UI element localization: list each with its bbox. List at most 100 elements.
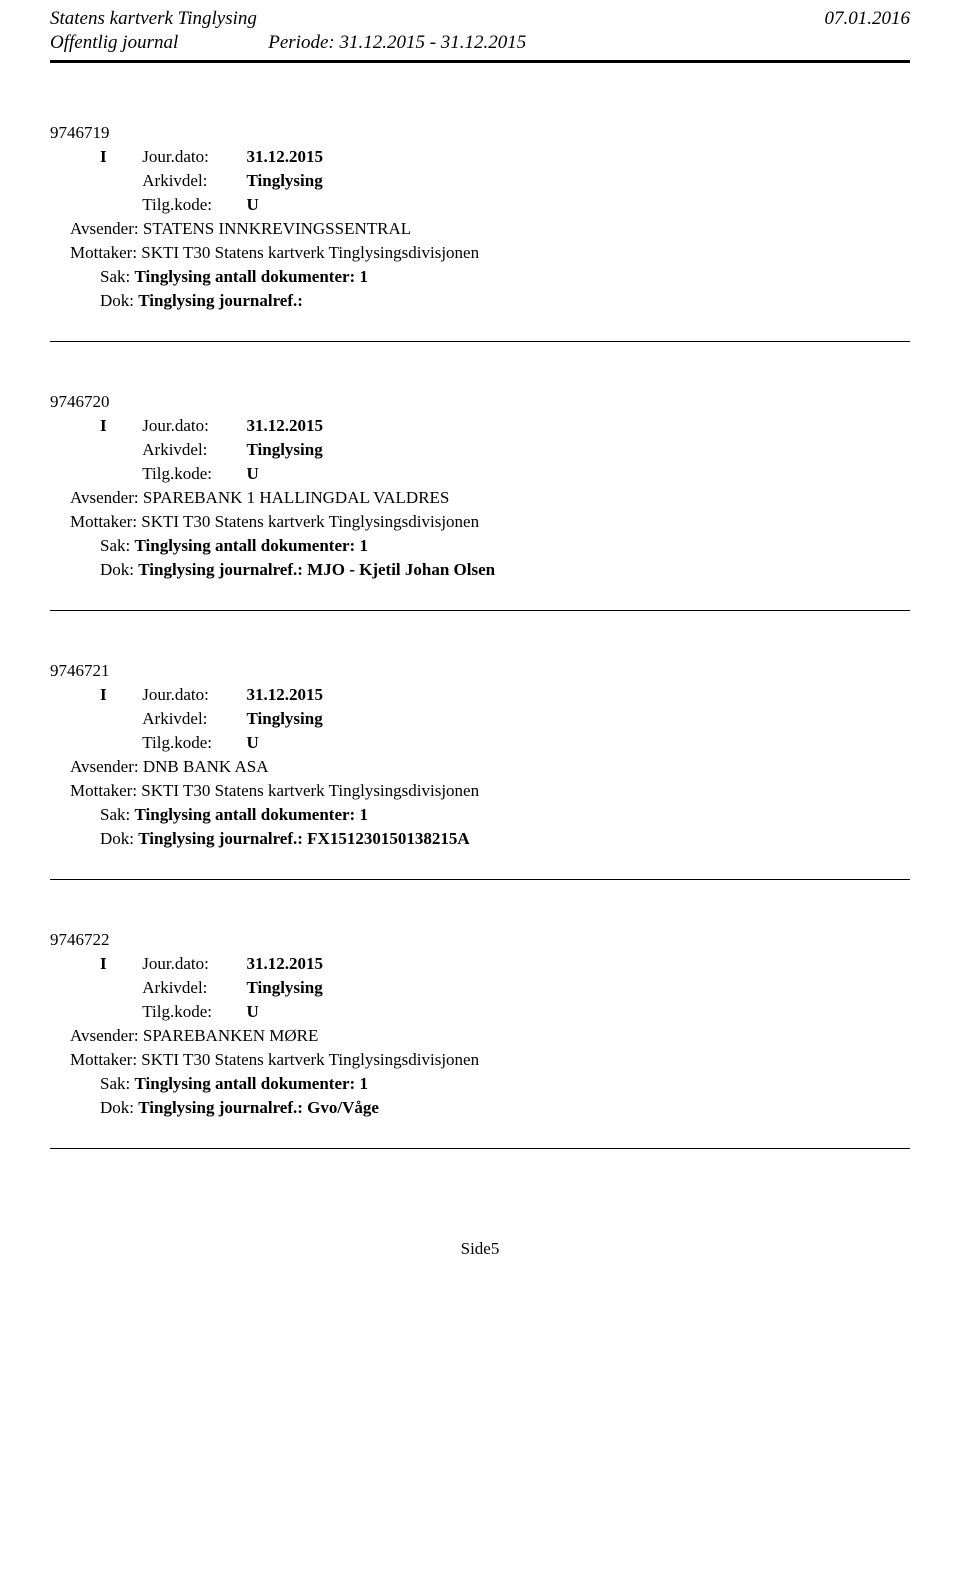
tilgkode-label: Tilg.kode: [142, 1002, 242, 1022]
entry-avsender-line: Avsender: SPAREBANKEN MØRE [50, 1026, 910, 1046]
mottaker-value: SKTI T30 Statens kartverk Tinglysingsdiv… [141, 243, 479, 262]
jour-dato-value: 31.12.2015 [247, 954, 324, 974]
arkivdel-label: Arkivdel: [142, 978, 242, 998]
arkivdel-value: Tinglysing [247, 171, 323, 191]
tilgkode-value: U [247, 733, 259, 753]
sak-label: Sak: [100, 267, 130, 286]
entry-dok-line: Dok: Tinglysing journalref.: [50, 291, 910, 311]
entry-id: 9746721 [50, 661, 910, 681]
mottaker-label: Mottaker: [70, 243, 137, 262]
jour-dato-value: 31.12.2015 [247, 685, 324, 705]
sak-label: Sak: [100, 1074, 130, 1093]
entry-sak-line: Sak: Tinglysing antall dokumenter: 1 [50, 1074, 910, 1094]
sak-label: Sak: [100, 805, 130, 824]
header-period: Periode: 31.12.2015 - 31.12.2015 [268, 32, 526, 54]
avsender-value: SPAREBANKEN MØRE [143, 1026, 319, 1045]
entry-sak-line: Sak: Tinglysing antall dokumenter: 1 [50, 805, 910, 825]
tilgkode-value: U [247, 1002, 259, 1022]
entry-tilgkode-line: Tilg.kode: U [50, 195, 910, 215]
jour-dato-value: 31.12.2015 [247, 147, 324, 167]
entry-type: I [100, 416, 138, 436]
entry-sak-line: Sak: Tinglysing antall dokumenter: 1 [50, 536, 910, 556]
dok-value: Tinglysing journalref.: Gvo/Våge [138, 1098, 379, 1117]
entry-mottaker-line: Mottaker: SKTI T30 Statens kartverk Ting… [50, 1050, 910, 1070]
dok-value: Tinglysing journalref.: FX15123015013821… [138, 829, 469, 848]
sak-value: Tinglysing antall dokumenter: 1 [134, 536, 367, 555]
jour-dato-label: Jour.dato: [142, 685, 242, 705]
avsender-label: Avsender: [70, 488, 139, 507]
header-bottom-row: Offentlig journal Periode: 31.12.2015 - … [50, 32, 910, 54]
mottaker-value: SKTI T30 Statens kartverk Tinglysingsdiv… [141, 781, 479, 800]
sak-value: Tinglysing antall dokumenter: 1 [134, 805, 367, 824]
arkivdel-label: Arkivdel: [142, 171, 242, 191]
entry-tilgkode-line: Tilg.kode: U [50, 464, 910, 484]
tilgkode-label: Tilg.kode: [142, 733, 242, 753]
jour-dato-label: Jour.dato: [142, 954, 242, 974]
journal-entry: 9746720 I Jour.dato: 31.12.2015 Arkivdel… [50, 392, 910, 611]
avsender-label: Avsender: [70, 757, 139, 776]
entry-arkivdel-line: Arkivdel: Tinglysing [50, 440, 910, 460]
avsender-value: SPAREBANK 1 HALLINGDAL VALDRES [143, 488, 450, 507]
header-top-row: Statens kartverk Tinglysing 07.01.2016 [50, 8, 910, 30]
entry-type: I [100, 954, 138, 974]
journal-entry: 9746721 I Jour.dato: 31.12.2015 Arkivdel… [50, 661, 910, 880]
entry-avsender-line: Avsender: DNB BANK ASA [50, 757, 910, 777]
arkivdel-value: Tinglysing [247, 440, 323, 460]
entry-id: 9746719 [50, 123, 910, 143]
tilgkode-label: Tilg.kode: [142, 464, 242, 484]
dok-value: Tinglysing journalref.: MJO - Kjetil Joh… [138, 560, 495, 579]
header-title: Statens kartverk Tinglysing [50, 8, 257, 30]
page-number: Side5 [461, 1239, 500, 1258]
entry-jour-dato-line: I Jour.dato: 31.12.2015 [50, 685, 910, 705]
jour-dato-value: 31.12.2015 [247, 416, 324, 436]
entry-id: 9746722 [50, 930, 910, 950]
dok-label: Dok: [100, 1098, 134, 1117]
dok-value: Tinglysing journalref.: [138, 291, 303, 310]
entry-arkivdel-line: Arkivdel: Tinglysing [50, 171, 910, 191]
entry-mottaker-line: Mottaker: SKTI T30 Statens kartverk Ting… [50, 781, 910, 801]
mottaker-value: SKTI T30 Statens kartverk Tinglysingsdiv… [141, 512, 479, 531]
entry-jour-dato-line: I Jour.dato: 31.12.2015 [50, 147, 910, 167]
mottaker-label: Mottaker: [70, 781, 137, 800]
dok-label: Dok: [100, 829, 134, 848]
avsender-label: Avsender: [70, 1026, 139, 1045]
tilgkode-label: Tilg.kode: [142, 195, 242, 215]
entry-avsender-line: Avsender: SPAREBANK 1 HALLINGDAL VALDRES [50, 488, 910, 508]
entries-list: 9746719 I Jour.dato: 31.12.2015 Arkivdel… [0, 63, 960, 1149]
entry-sak-line: Sak: Tinglysing antall dokumenter: 1 [50, 267, 910, 287]
arkivdel-value: Tinglysing [247, 709, 323, 729]
avsender-value: STATENS INNKREVINGSSENTRAL [143, 219, 411, 238]
entry-id: 9746720 [50, 392, 910, 412]
entry-arkivdel-line: Arkivdel: Tinglysing [50, 978, 910, 998]
entry-dok-line: Dok: Tinglysing journalref.: Gvo/Våge [50, 1098, 910, 1118]
entry-divider [50, 610, 910, 611]
entry-mottaker-line: Mottaker: SKTI T30 Statens kartverk Ting… [50, 243, 910, 263]
journal-entry: 9746722 I Jour.dato: 31.12.2015 Arkivdel… [50, 930, 910, 1149]
tilgkode-value: U [247, 195, 259, 215]
header-subtitle: Offentlig journal [50, 32, 178, 54]
entry-divider [50, 1148, 910, 1149]
entry-dok-line: Dok: Tinglysing journalref.: FX151230150… [50, 829, 910, 849]
entry-jour-dato-line: I Jour.dato: 31.12.2015 [50, 954, 910, 974]
page-footer: Side5 [0, 1199, 960, 1279]
arkivdel-label: Arkivdel: [142, 709, 242, 729]
entry-divider [50, 879, 910, 880]
jour-dato-label: Jour.dato: [142, 416, 242, 436]
entry-dok-line: Dok: Tinglysing journalref.: MJO - Kjeti… [50, 560, 910, 580]
page-header: Statens kartverk Tinglysing 07.01.2016 O… [0, 0, 960, 54]
avsender-label: Avsender: [70, 219, 139, 238]
entry-jour-dato-line: I Jour.dato: 31.12.2015 [50, 416, 910, 436]
dok-label: Dok: [100, 560, 134, 579]
dok-label: Dok: [100, 291, 134, 310]
jour-dato-label: Jour.dato: [142, 147, 242, 167]
sak-value: Tinglysing antall dokumenter: 1 [134, 267, 367, 286]
mottaker-value: SKTI T30 Statens kartverk Tinglysingsdiv… [141, 1050, 479, 1069]
tilgkode-value: U [247, 464, 259, 484]
entry-mottaker-line: Mottaker: SKTI T30 Statens kartverk Ting… [50, 512, 910, 532]
sak-label: Sak: [100, 536, 130, 555]
entry-tilgkode-line: Tilg.kode: U [50, 733, 910, 753]
arkivdel-label: Arkivdel: [142, 440, 242, 460]
mottaker-label: Mottaker: [70, 512, 137, 531]
entry-type: I [100, 685, 138, 705]
avsender-value: DNB BANK ASA [143, 757, 269, 776]
